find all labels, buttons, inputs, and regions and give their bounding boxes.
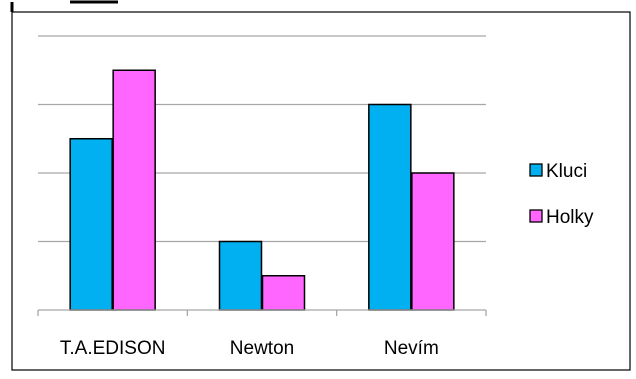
legend-label-holky: Holky [546, 207, 594, 228]
bar-holky-1 [261, 275, 306, 311]
bar-kluci-0 [69, 138, 113, 311]
x-tick-label-1: Newton [230, 338, 294, 359]
x-axis: T.A.EDISON Newton Nevím [37, 309, 487, 359]
bar-holky-0 [112, 69, 156, 311]
legend-swatch-holky [529, 209, 543, 223]
x-tick-label-2: Nevím [384, 338, 439, 359]
legend: Kluci Holky [529, 161, 594, 228]
legend-label-kluci: Kluci [546, 161, 587, 182]
bar-kluci-1 [218, 240, 263, 311]
bar-holky-2 [411, 172, 455, 311]
bar-kluci-2 [368, 103, 412, 311]
x-tick-label-0: T.A.EDISON [60, 338, 166, 359]
legend-swatch-kluci [529, 163, 543, 177]
chart-border-top-fragment [10, 0, 118, 12]
